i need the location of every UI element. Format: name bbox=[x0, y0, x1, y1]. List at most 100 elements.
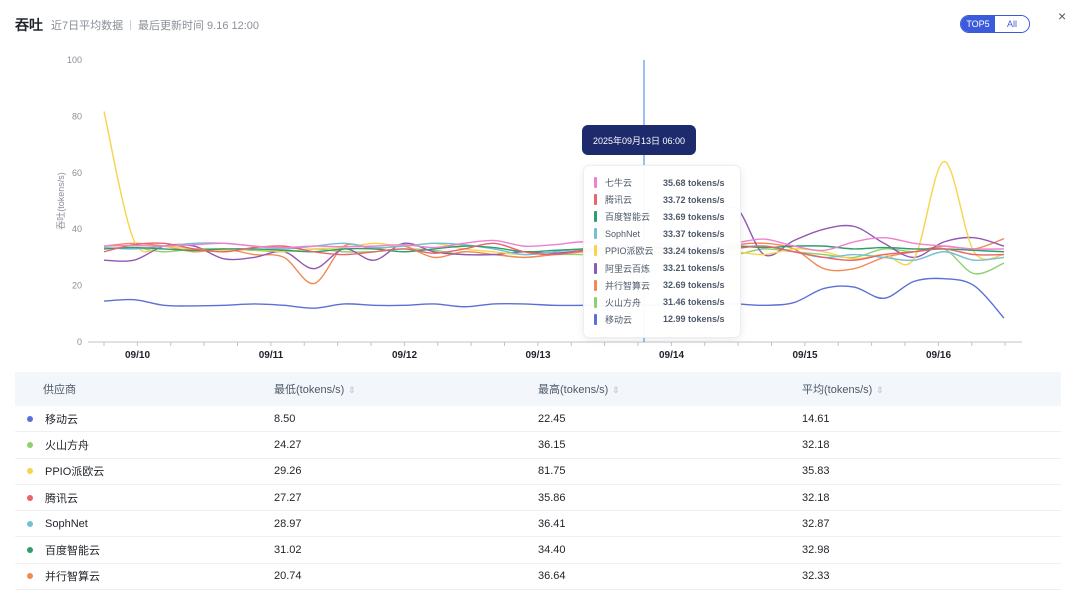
cell-avg: 32.18 bbox=[802, 491, 830, 504]
tooltip-series-name: PPIO派欧云 bbox=[605, 246, 654, 257]
tooltip-series-value: 33.21 tokens/s bbox=[663, 263, 725, 274]
sort-icon[interactable]: ⇳ bbox=[348, 385, 356, 395]
subtitle: 近7日平均数据 bbox=[51, 20, 124, 32]
table-row[interactable]: 腾讯云 27.27 35.86 32.18 bbox=[15, 485, 1061, 512]
cell-min: 24.27 bbox=[274, 438, 302, 451]
cell-max: 36.15 bbox=[538, 438, 566, 451]
tooltip-series-value: 33.72 tokens/s bbox=[663, 194, 725, 205]
cell-max: 36.41 bbox=[538, 517, 566, 530]
cell-provider: SophNet bbox=[15, 518, 274, 530]
cell-avg: 32.98 bbox=[802, 544, 830, 557]
series-line-百度智能云 bbox=[103, 245, 1005, 253]
tooltip-row: 百度智能云 33.69 tokens/s bbox=[594, 208, 730, 225]
series-line-PPIO派欧云 bbox=[103, 111, 1005, 266]
table-row[interactable]: 移动云 8.50 22.45 14.61 bbox=[15, 406, 1061, 433]
provider-color-dot bbox=[27, 468, 33, 475]
provider-color-dot bbox=[27, 573, 33, 580]
series-swatch bbox=[594, 211, 597, 223]
y-tick-label: 60 bbox=[72, 168, 82, 178]
cell-max: 34.40 bbox=[538, 544, 566, 557]
header-min[interactable]: 最低(tokens/s) ⇳ bbox=[274, 384, 356, 396]
cell-provider: 火山方舟 bbox=[15, 437, 274, 453]
series-line-七牛云 bbox=[103, 236, 1005, 252]
sort-icon[interactable]: ⇳ bbox=[612, 385, 620, 395]
header-provider: 供应商 bbox=[43, 384, 76, 396]
tooltip-series-value: 33.69 tokens/s bbox=[663, 211, 725, 222]
x-tick-label: 09/13 bbox=[525, 350, 550, 360]
tooltip-series-name: SophNet bbox=[605, 228, 641, 239]
tooltip-series-name: 百度智能云 bbox=[605, 212, 651, 223]
cell-provider: 移动云 bbox=[15, 411, 274, 427]
cell-provider: 百度智能云 bbox=[15, 542, 274, 558]
sort-icon[interactable]: ⇳ bbox=[876, 385, 884, 395]
x-tick-label: 09/11 bbox=[259, 350, 284, 360]
table-row[interactable]: PPIO派欧云 29.26 81.75 35.83 bbox=[15, 459, 1061, 485]
page-title: 吞吐 bbox=[15, 17, 43, 33]
tooltip-series-name: 火山方舟 bbox=[605, 297, 642, 308]
table-row[interactable]: 火山方舟 24.27 36.15 32.18 bbox=[15, 432, 1061, 459]
header-max[interactable]: 最高(tokens/s) ⇳ bbox=[538, 384, 620, 396]
series-swatch bbox=[594, 177, 597, 189]
cell-provider: PPIO派欧云 bbox=[15, 463, 274, 479]
x-tick-label: 09/12 bbox=[392, 350, 417, 360]
toggle-top5[interactable]: TOP5 bbox=[961, 16, 995, 32]
tooltip-row: 移动云 12.99 tokens/s bbox=[594, 311, 730, 328]
tooltip-series-value: 32.69 tokens/s bbox=[663, 280, 725, 291]
tooltip-row: PPIO派欧云 33.24 tokens/s bbox=[594, 242, 730, 259]
cell-provider: 腾讯云 bbox=[15, 490, 274, 506]
tooltip-series-name: 腾讯云 bbox=[605, 195, 633, 206]
table-row[interactable]: SophNet 28.97 36.41 32.87 bbox=[15, 511, 1061, 538]
table-row[interactable]: 并行智算云 20.74 36.64 32.33 bbox=[15, 564, 1061, 591]
provider-color-dot bbox=[27, 415, 33, 422]
tooltip-series-value: 33.24 tokens/s bbox=[663, 245, 725, 256]
table-row[interactable]: 百度智能云 31.02 34.40 32.98 bbox=[15, 537, 1061, 564]
tooltip-series-name: 并行智算云 bbox=[605, 280, 651, 291]
provider-color-dot bbox=[27, 494, 33, 501]
y-axis-label: 吞吐(tokens/s) bbox=[56, 172, 66, 230]
header-avg[interactable]: 平均(tokens/s) ⇳ bbox=[802, 384, 884, 396]
series-swatch bbox=[594, 245, 597, 257]
cell-max: 35.86 bbox=[538, 491, 566, 504]
tooltip-series-name: 七牛云 bbox=[605, 178, 633, 189]
cell-avg: 14.61 bbox=[802, 412, 830, 425]
provider-color-dot bbox=[27, 547, 33, 554]
top-all-toggle[interactable]: TOP5 All bbox=[960, 15, 1030, 33]
cell-min: 28.97 bbox=[274, 517, 302, 530]
table-body: 移动云 8.50 22.45 14.61 火山方舟 24.27 36.15 32.18 PPIO… bbox=[15, 406, 1061, 591]
cell-min: 20.74 bbox=[274, 570, 302, 583]
series-line-阿里云百炼 bbox=[103, 205, 1005, 270]
series-swatch bbox=[594, 296, 597, 308]
x-tick-label: 09/15 bbox=[792, 350, 817, 360]
tooltip-series-value: 31.46 tokens/s bbox=[663, 297, 725, 308]
tooltip-row: 火山方舟 31.46 tokens/s bbox=[594, 294, 730, 311]
chart-header: 吞吐 近7日平均数据 | 最后更新时间 9.16 12:00 bbox=[15, 14, 259, 36]
y-tick-label: 0 bbox=[77, 337, 82, 347]
series-swatch bbox=[594, 228, 597, 240]
cell-min: 27.27 bbox=[274, 491, 302, 504]
y-tick-label: 40 bbox=[72, 224, 82, 234]
tooltip-row: 阿里云百炼 33.21 tokens/s bbox=[594, 259, 730, 276]
y-tick-label: 80 bbox=[72, 111, 82, 121]
cell-max: 22.45 bbox=[538, 412, 566, 425]
provider-table: 供应商 最低(tokens/s) ⇳ 最高(tokens/s) ⇳ 平均(token… bbox=[15, 372, 1061, 591]
y-tick-label: 100 bbox=[67, 55, 82, 65]
cell-min: 8.50 bbox=[274, 412, 296, 425]
close-icon[interactable]: × bbox=[1058, 8, 1067, 24]
x-tick-label: 09/10 bbox=[125, 350, 150, 360]
toggle-all[interactable]: All bbox=[995, 16, 1029, 32]
cell-min: 31.02 bbox=[274, 544, 302, 557]
tooltip-series-name: 移动云 bbox=[605, 314, 633, 325]
series-line-并行智算云 bbox=[103, 238, 1005, 285]
tooltip-row: SophNet 33.37 tokens/s bbox=[594, 225, 730, 242]
provider-color-dot bbox=[27, 520, 33, 527]
cell-avg: 35.83 bbox=[802, 465, 830, 478]
cell-provider: 并行智算云 bbox=[15, 568, 274, 584]
tooltip-series-value: 12.99 tokens/s bbox=[663, 314, 725, 325]
tooltip-series-name: 阿里云百炼 bbox=[605, 263, 651, 274]
tooltip-row: 七牛云 35.68 tokens/s bbox=[594, 174, 730, 191]
tooltip-title: 2025年09月13日 06:00 bbox=[582, 125, 696, 155]
tooltip-row: 腾讯云 33.72 tokens/s bbox=[594, 191, 730, 208]
cell-avg: 32.18 bbox=[802, 438, 830, 451]
last-updated: 最后更新时间 9.16 12:00 bbox=[137, 20, 260, 32]
series-swatch bbox=[594, 279, 597, 291]
